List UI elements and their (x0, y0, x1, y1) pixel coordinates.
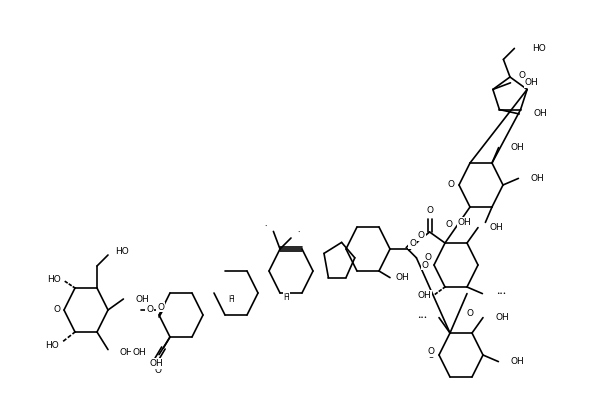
Text: OH: OH (120, 348, 134, 357)
Text: •: • (298, 231, 300, 235)
Text: HO: HO (45, 341, 59, 351)
Text: •••: ••• (417, 315, 427, 320)
Text: OH: OH (149, 359, 163, 368)
Text: •: • (264, 225, 266, 228)
Text: H̄: H̄ (229, 295, 235, 304)
Text: OH: OH (524, 78, 538, 87)
Text: OH: OH (533, 109, 547, 119)
Text: OH: OH (417, 291, 431, 300)
Text: O: O (426, 206, 433, 215)
Text: OH: OH (511, 143, 524, 152)
Text: H̄: H̄ (284, 293, 290, 302)
Text: O: O (409, 239, 417, 248)
Text: O: O (146, 305, 153, 315)
Text: HO: HO (532, 44, 546, 53)
Text: OH: OH (395, 273, 409, 282)
Text: HO: HO (115, 248, 129, 256)
Text: O: O (467, 309, 474, 318)
Text: O: O (422, 261, 429, 269)
Text: OH: OH (530, 174, 544, 183)
Text: OH: OH (132, 348, 146, 357)
Text: O: O (427, 351, 434, 360)
Text: OH: OH (136, 295, 149, 303)
Text: O: O (445, 220, 453, 230)
Text: O: O (518, 71, 525, 80)
Text: O: O (425, 253, 431, 262)
Text: O: O (418, 231, 425, 240)
Text: •••: ••• (496, 291, 507, 296)
Text: HO: HO (47, 276, 61, 285)
Text: OH: OH (495, 313, 509, 322)
Text: OH: OH (510, 357, 524, 366)
Text: OH: OH (458, 218, 472, 227)
Text: O: O (155, 366, 162, 375)
Text: O: O (53, 305, 60, 315)
Text: OH: OH (490, 223, 503, 232)
Text: O: O (428, 347, 435, 357)
Text: O: O (447, 181, 454, 189)
Text: O: O (157, 303, 164, 311)
